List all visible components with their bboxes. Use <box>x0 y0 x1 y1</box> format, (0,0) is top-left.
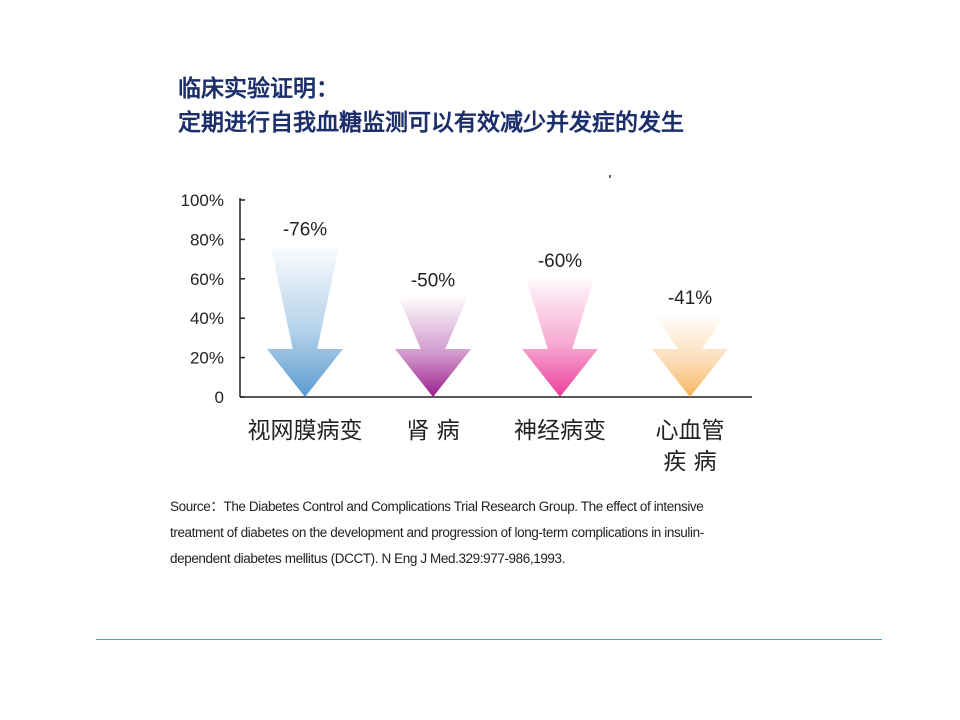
y-tick-label: 20% <box>190 349 224 368</box>
category-label: 视网膜病变 <box>248 418 363 444</box>
stray-mark <box>609 175 611 178</box>
slide-heading: 临床实验证明： 定期进行自我血糖监测可以有效减少并发症的发生 <box>178 72 684 140</box>
category-label: 神经病变 <box>514 418 606 444</box>
category-label: 肾 病 <box>406 418 459 444</box>
y-tick-label: 80% <box>190 230 224 249</box>
y-tick-label: 100% <box>181 191 224 210</box>
y-tick-label: 40% <box>190 309 224 328</box>
heading-line-1: 临床实验证明： <box>178 76 339 102</box>
y-tick-label: 60% <box>190 270 224 289</box>
y-tick-label: 0 <box>215 388 224 407</box>
category-label: 疾 病 <box>663 449 716 475</box>
y-axis: 100% 80% 60% 40% 20% 0 <box>181 191 752 407</box>
heading-line-2: 定期进行自我血糖监测可以有效减少并发症的发生 <box>178 110 684 136</box>
value-label: -60% <box>538 251 582 272</box>
value-label: -41% <box>668 288 712 309</box>
value-label: -76% <box>283 219 327 240</box>
complication-reduction-chart: 100% 80% 60% 40% 20% 0 -76% 视网膜病变 -50% 肾 病 -60% 神经… <box>181 191 752 475</box>
arrow-bar-4 <box>652 316 728 397</box>
arrow-bar-3 <box>522 278 598 397</box>
arrow-bar-1 <box>267 247 343 397</box>
category-label: 心血管 <box>656 418 725 444</box>
source-citation: Source：The Diabetes Control and Complica… <box>170 499 704 566</box>
arrow-series <box>267 247 728 397</box>
footer-divider <box>96 639 882 640</box>
value-label: -50% <box>411 271 455 292</box>
arrow-bar-2 <box>395 298 471 397</box>
